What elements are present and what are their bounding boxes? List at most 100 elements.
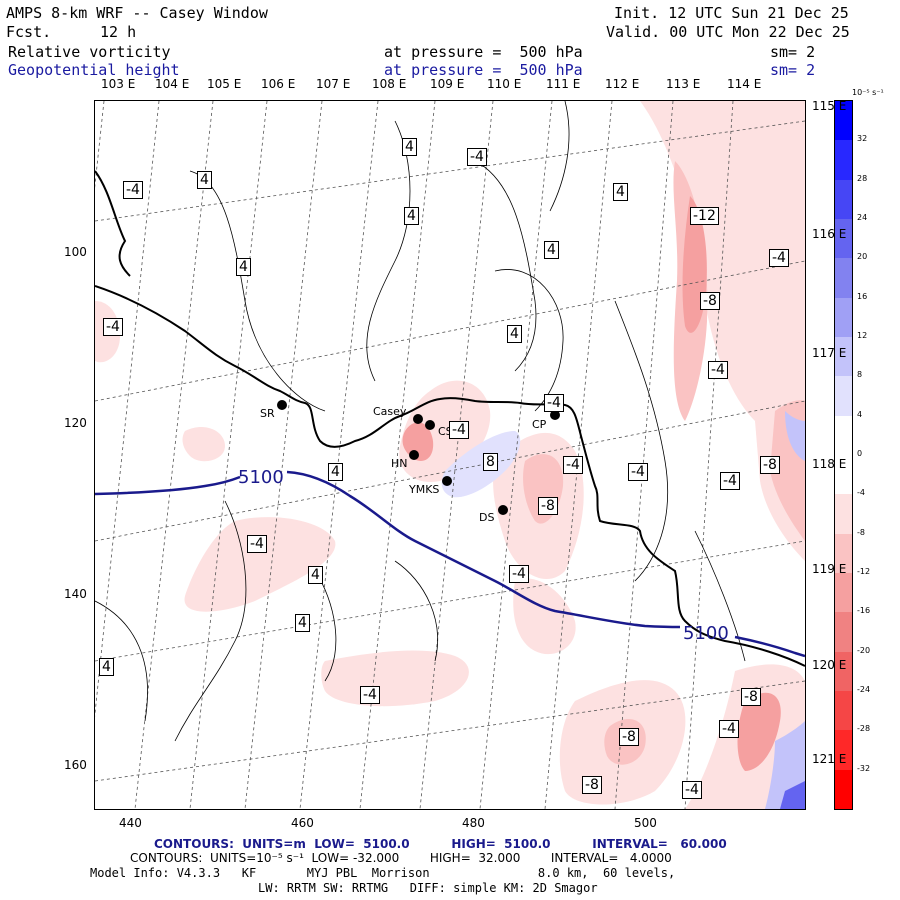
valid-time: Valid. 00 UTC Mon 22 Dec 25 — [606, 23, 850, 41]
lon-label-right: 116 E — [812, 227, 847, 241]
footer-vorticity-contours: CONTOURS: UNITS=10⁻⁵ s⁻¹ LOW= -32.000 HI… — [130, 851, 672, 865]
vorticity-contour-label: -4 — [719, 720, 739, 738]
field1-smooth: sm= 2 — [770, 43, 816, 61]
lon-label-right: 121 E — [812, 752, 847, 766]
lon-label-right: 117 E — [812, 346, 847, 360]
colorbar-segment — [835, 179, 852, 220]
lon-label: 108 E — [372, 77, 407, 91]
vorticity-contour-label: 4 — [404, 207, 419, 225]
colorbar-segment — [835, 455, 852, 495]
lat-lon-grid — [95, 101, 805, 809]
colorbar-segment — [835, 533, 852, 574]
y-tick-label: 160 — [64, 758, 87, 772]
colorbar-tick-label: -12 — [857, 567, 871, 576]
lon-label: 113 E — [666, 77, 701, 91]
lon-label: 111 E — [546, 77, 581, 91]
station-label: CP — [532, 418, 547, 431]
colorbar-tick-label: -16 — [857, 606, 871, 616]
colorbar-segment — [835, 258, 852, 299]
y-tick-label: 100 — [64, 245, 87, 259]
station-label: SR — [260, 407, 275, 420]
vorticity-contour-label: -4 — [360, 686, 380, 704]
colorbar — [834, 100, 853, 810]
colorbar-tick-label: -32 — [857, 763, 871, 773]
colorbar-tick-label: -4 — [857, 488, 865, 498]
lon-label: 106 E — [261, 77, 296, 91]
x-tick-label: 480 — [462, 816, 485, 830]
colorbar-segment — [835, 573, 852, 613]
lon-label: 103 E — [101, 77, 136, 91]
vorticity-contour-label: -8 — [619, 728, 639, 746]
vorticity-contour-label: -4 — [628, 463, 648, 481]
colorbar-tick-label: -28 — [857, 724, 871, 734]
vorticity-contour-label: -4 — [682, 781, 702, 799]
lon-label: 114 E — [727, 77, 762, 91]
vorticity-contour-label: -8 — [760, 456, 780, 474]
lon-label-right: 120 E — [812, 658, 847, 672]
stations: SR Casey CS HN YMKS DS CP — [260, 400, 560, 524]
station-label: Casey — [373, 405, 407, 418]
map-panel: 5100 5100 SR Casey CS HN YMKS DS CP 4 -4 4… — [94, 100, 806, 810]
vorticity-contour-label: -12 — [690, 207, 719, 225]
forecast-label: Fcst. — [6, 23, 52, 41]
vorticity-contour-label: -8 — [741, 688, 761, 706]
colorbar-units: 10⁻⁵ s⁻¹ — [852, 88, 884, 97]
coastline — [95, 170, 805, 667]
colorbar-segment — [835, 494, 852, 535]
colorbar-segment — [835, 651, 852, 692]
field1-level: at pressure = 500 hPa — [384, 43, 583, 61]
station-label: HN — [391, 457, 408, 470]
vorticity-contour-label: -4 — [509, 565, 529, 583]
lon-label-right: 118 E — [812, 457, 847, 471]
colorbar-tick-label: 20 — [857, 252, 868, 262]
lon-label: 109 E — [430, 77, 465, 91]
colorbar-tick-label: 32 — [857, 134, 868, 144]
lon-label-right: 115 E — [812, 99, 847, 113]
vorticity-contour-label: -4 — [103, 318, 123, 336]
y-tick-label: 140 — [64, 587, 87, 601]
lon-label: 105 E — [207, 77, 242, 91]
vorticity-contour-label: -4 — [720, 472, 740, 490]
station-label: DS — [479, 511, 494, 524]
height-contour-label: 5100 — [238, 467, 284, 488]
x-tick-label: 440 — [119, 816, 142, 830]
vorticity-contour-label: 4 — [99, 658, 114, 676]
colorbar-segment — [835, 101, 852, 141]
station-marker — [409, 450, 419, 460]
vorticity-contour-label: 4 — [295, 614, 310, 632]
height-contour-label: 5100 — [683, 623, 729, 644]
colorbar-tick-label: 4 — [857, 409, 863, 419]
colorbar-tick-label: -20 — [857, 645, 871, 655]
forecast-hour: 12 h — [100, 23, 137, 41]
vorticity-contour-label: 4 — [507, 325, 522, 343]
colorbar-tick-label: 16 — [857, 291, 868, 301]
footer-physics-info: LW: RRTM SW: RRTMG DIFF: simple KM: 2D S… — [258, 881, 598, 895]
field2-smooth: sm= 2 — [770, 61, 816, 79]
colorbar-segment — [835, 297, 852, 338]
init-time: Init. 12 UTC Sun 21 Dec 25 — [614, 4, 849, 22]
height-contour-5100: 5100 5100 — [95, 467, 805, 658]
model-title: AMPS 8-km WRF -- Casey Window — [6, 4, 268, 22]
station-marker — [498, 505, 508, 515]
vorticity-contour-label: -4 — [247, 535, 267, 553]
vorticity-contour-label: 4 — [197, 171, 212, 189]
colorbar-tick-label: -24 — [857, 685, 871, 694]
colorbar-segment — [835, 612, 852, 653]
colorbar-segment — [835, 691, 852, 731]
footer-height-contours: CONTOURS: UNITS=m LOW= 5100.0 HIGH= 5100… — [154, 837, 727, 851]
lon-label: 110 E — [487, 77, 522, 91]
vorticity-contour-label: -4 — [449, 421, 469, 439]
colorbar-tick-label: 0 — [857, 449, 863, 458]
vorticity-contour-label: -4 — [123, 181, 143, 199]
vorticity-contour-label: 4 — [402, 138, 417, 156]
station-marker — [442, 476, 452, 486]
lon-label: 107 E — [316, 77, 351, 91]
colorbar-segment — [835, 219, 852, 259]
vorticity-contour-label: 4 — [544, 241, 559, 259]
lon-label: 112 E — [605, 77, 640, 91]
colorbar-tick-label: 28 — [857, 173, 868, 183]
vorticity-contour-label: -4 — [467, 148, 487, 166]
station-marker — [277, 400, 287, 410]
x-tick-label: 500 — [634, 816, 657, 830]
colorbar-segment — [835, 730, 852, 771]
